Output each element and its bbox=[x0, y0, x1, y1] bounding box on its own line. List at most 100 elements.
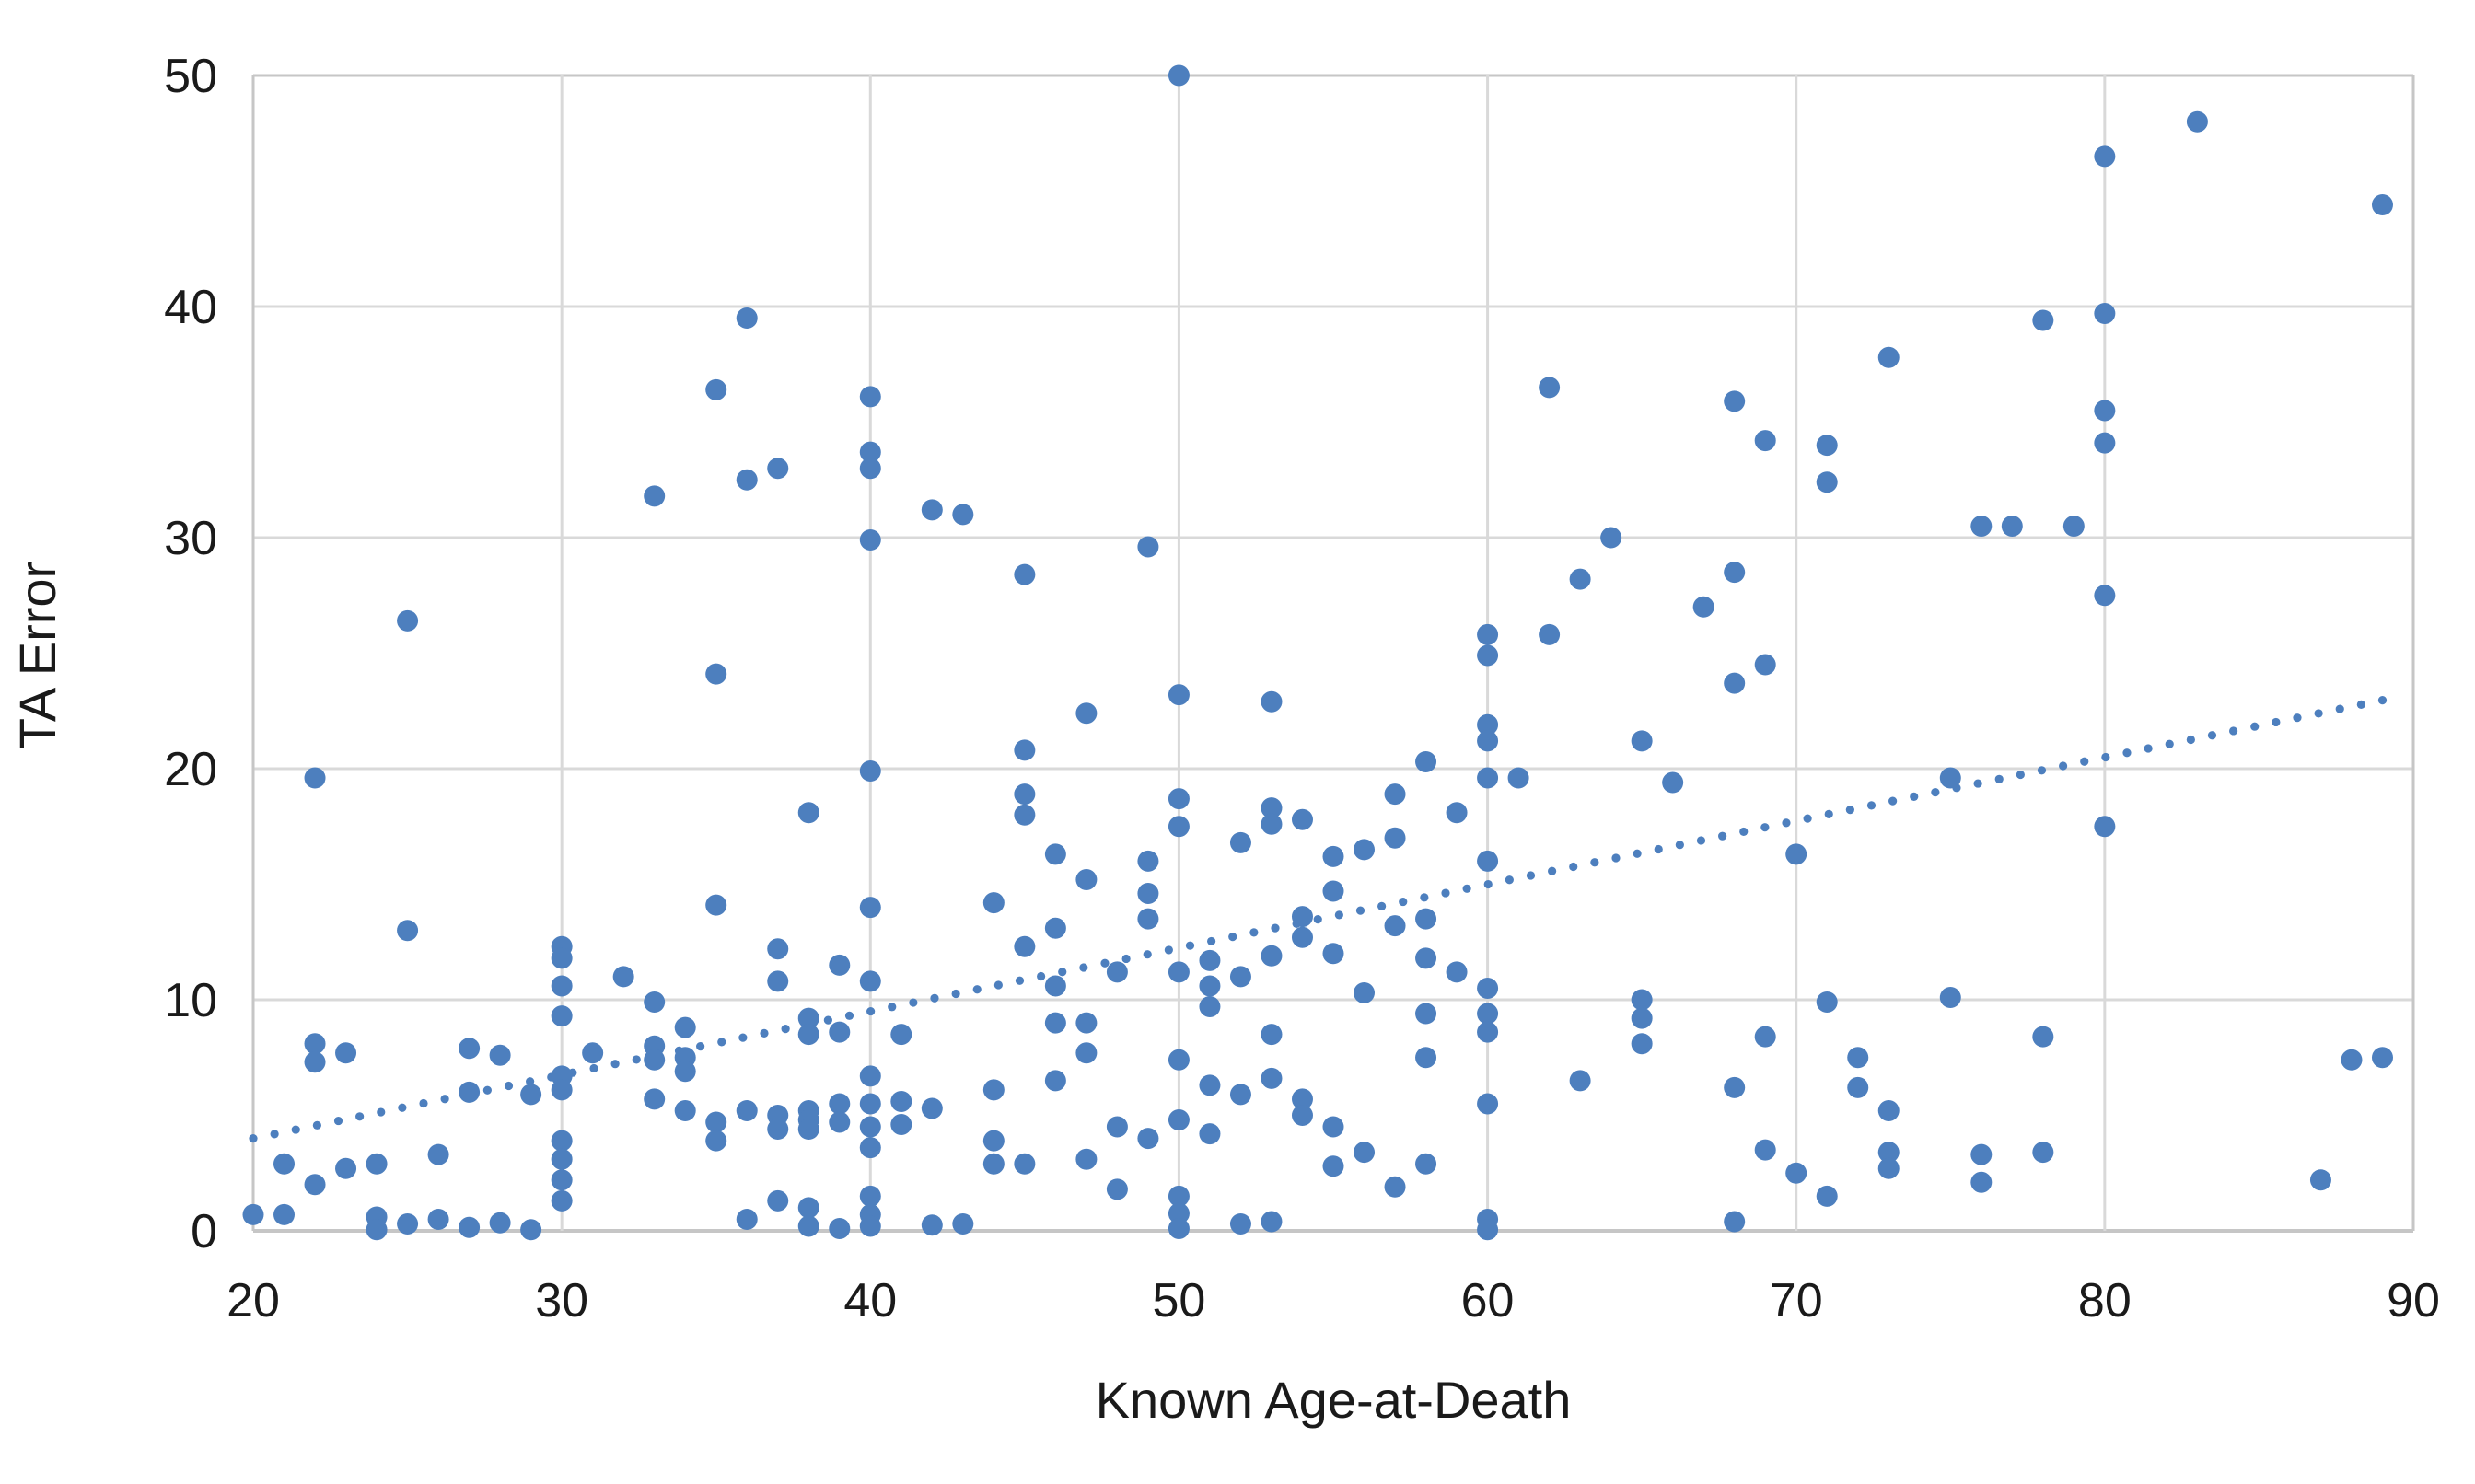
data-point bbox=[304, 1033, 326, 1055]
trendline-dot bbox=[930, 993, 939, 1003]
trendline-dot bbox=[1015, 976, 1025, 985]
data-point bbox=[2371, 1047, 2393, 1069]
trendline-dot bbox=[1143, 950, 1152, 959]
data-point bbox=[1044, 1012, 1066, 1034]
data-point bbox=[1724, 672, 1746, 694]
trendline-dot bbox=[526, 1077, 535, 1086]
trendline-dot bbox=[1355, 906, 1365, 915]
x-tick-label: 40 bbox=[843, 1274, 897, 1327]
trendline-dot bbox=[2165, 739, 2174, 748]
data-point bbox=[1014, 739, 1036, 761]
data-point bbox=[1415, 1047, 1437, 1069]
trendline-dot bbox=[1207, 936, 1216, 946]
data-point bbox=[705, 1111, 727, 1133]
trendline-dot bbox=[1100, 958, 1110, 968]
data-point bbox=[797, 1119, 819, 1141]
trendline-dot bbox=[1037, 971, 1046, 981]
data-point bbox=[1291, 1088, 1313, 1110]
data-point bbox=[366, 1153, 388, 1175]
data-point bbox=[1477, 623, 1499, 645]
data-point bbox=[890, 1090, 912, 1112]
trendline-dot bbox=[2377, 696, 2388, 705]
data-point bbox=[644, 1049, 666, 1071]
trendline-dot bbox=[1399, 897, 1408, 907]
data-point bbox=[1477, 730, 1499, 752]
trendline-dot bbox=[2314, 709, 2323, 718]
data-point bbox=[1229, 1084, 1251, 1106]
trendline-dot bbox=[1654, 844, 1663, 854]
data-point bbox=[2032, 309, 2054, 331]
data-point bbox=[335, 1042, 357, 1064]
trendline-dot bbox=[1271, 923, 1280, 933]
data-point bbox=[1168, 961, 1190, 983]
data-point bbox=[1354, 981, 1376, 1003]
data-point bbox=[397, 920, 419, 942]
data-point bbox=[397, 1212, 419, 1235]
data-point bbox=[1199, 1123, 1221, 1145]
data-point bbox=[982, 1130, 1005, 1152]
x-tick-label: 80 bbox=[2078, 1274, 2132, 1327]
trendline-dot bbox=[760, 1028, 769, 1038]
x-axis-title: Known Age-at-Death bbox=[1096, 1371, 1572, 1429]
data-point bbox=[1075, 868, 1098, 890]
data-point bbox=[1446, 961, 1468, 983]
data-point bbox=[1477, 977, 1499, 999]
data-point bbox=[1137, 850, 1159, 872]
data-point bbox=[2032, 1142, 2054, 1164]
data-point bbox=[1785, 1162, 1807, 1184]
trendline-dot bbox=[1377, 901, 1387, 910]
y-tick-label: 40 bbox=[164, 281, 217, 334]
data-point bbox=[797, 1007, 819, 1029]
data-point bbox=[489, 1212, 511, 1234]
data-point bbox=[1106, 961, 1128, 983]
data-point bbox=[1261, 1067, 1283, 1089]
trendline-dot bbox=[1994, 774, 2004, 783]
trendline-dot bbox=[1462, 884, 1471, 893]
trendline-dot bbox=[2335, 704, 2344, 713]
trendline-dot bbox=[1058, 968, 1067, 977]
data-point bbox=[1724, 1211, 1746, 1233]
data-point bbox=[335, 1157, 357, 1179]
data-point bbox=[1724, 562, 1746, 584]
trendline-dot bbox=[377, 1107, 386, 1117]
trendline-dot bbox=[2144, 744, 2153, 753]
data-point bbox=[1569, 1070, 1591, 1092]
trendline-dot bbox=[589, 1063, 598, 1073]
trendline-dot bbox=[2059, 761, 2068, 771]
trendline-dot bbox=[2293, 713, 2302, 723]
data-point bbox=[859, 760, 881, 783]
data-point bbox=[952, 1212, 974, 1235]
trendline-dot bbox=[1931, 787, 1940, 797]
data-point bbox=[1322, 943, 1344, 965]
data-point bbox=[1199, 949, 1221, 971]
y-tick-label: 0 bbox=[191, 1205, 217, 1258]
data-point bbox=[366, 1219, 388, 1241]
trendline-dot bbox=[2101, 752, 2110, 762]
data-point bbox=[2001, 515, 2023, 537]
data-point bbox=[736, 1208, 758, 1230]
data-point bbox=[1199, 975, 1221, 997]
data-point bbox=[2094, 303, 2116, 325]
data-point bbox=[644, 1088, 666, 1110]
data-point bbox=[1507, 767, 1529, 789]
data-point bbox=[1754, 430, 1776, 452]
trendline-dot bbox=[440, 1095, 449, 1104]
data-point bbox=[767, 970, 789, 992]
data-point bbox=[859, 1185, 881, 1207]
data-point bbox=[1014, 935, 1036, 957]
data-point bbox=[2341, 1049, 2363, 1071]
data-point bbox=[859, 458, 881, 480]
data-point bbox=[1354, 839, 1376, 861]
data-point bbox=[551, 1169, 573, 1191]
trendline-dot bbox=[1228, 933, 1238, 942]
trendline-dot bbox=[1675, 841, 1684, 850]
data-point bbox=[1044, 843, 1066, 865]
data-point bbox=[1600, 527, 1622, 549]
data-point bbox=[1446, 802, 1468, 824]
trendline-dot bbox=[2186, 735, 2195, 745]
data-point bbox=[767, 1189, 789, 1212]
trendline-dot bbox=[2122, 748, 2132, 758]
data-point bbox=[1106, 1116, 1128, 1138]
data-point bbox=[551, 1005, 573, 1027]
